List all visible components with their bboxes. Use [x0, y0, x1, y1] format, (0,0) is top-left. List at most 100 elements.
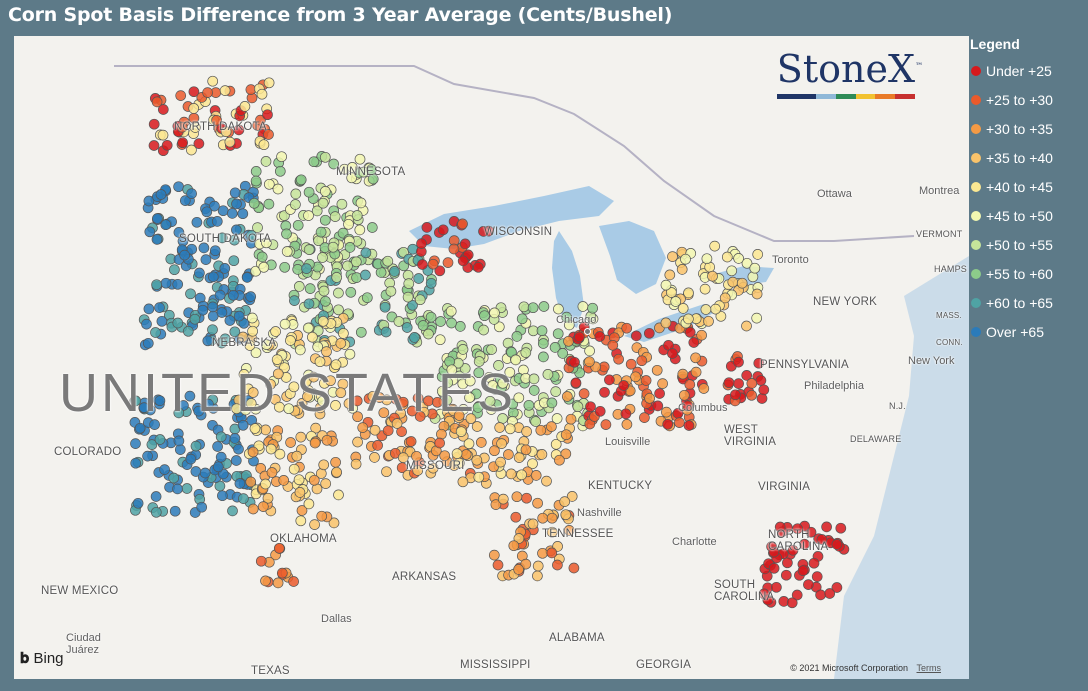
- basis-point[interactable]: [625, 358, 637, 370]
- legend-item[interactable]: +25 to +30: [970, 85, 1088, 114]
- basis-point[interactable]: [459, 238, 471, 250]
- basis-point[interactable]: [216, 337, 228, 349]
- basis-point[interactable]: [471, 454, 483, 466]
- basis-point[interactable]: [488, 549, 500, 561]
- basis-point[interactable]: [513, 533, 525, 544]
- basis-point[interactable]: [245, 476, 257, 488]
- basis-point[interactable]: [520, 558, 532, 570]
- basis-point[interactable]: [270, 326, 281, 337]
- basis-point[interactable]: [417, 320, 429, 331]
- basis-point[interactable]: [510, 354, 522, 366]
- basis-point[interactable]: [530, 416, 542, 427]
- basis-point[interactable]: [260, 575, 271, 587]
- basis-point[interactable]: [464, 392, 475, 403]
- basis-point[interactable]: [584, 345, 595, 357]
- basis-point[interactable]: [207, 75, 219, 87]
- basis-point[interactable]: [212, 441, 223, 452]
- basis-point[interactable]: [229, 187, 241, 199]
- basis-point[interactable]: [787, 544, 799, 556]
- legend-item[interactable]: +55 to +60: [970, 259, 1088, 288]
- basis-point[interactable]: [451, 448, 463, 459]
- basis-point[interactable]: [174, 444, 186, 455]
- basis-point[interactable]: [239, 101, 251, 112]
- basis-point[interactable]: [227, 505, 238, 517]
- basis-point[interactable]: [184, 390, 196, 402]
- basis-point[interactable]: [290, 188, 302, 200]
- basis-point[interactable]: [495, 456, 506, 468]
- basis-point[interactable]: [150, 327, 161, 338]
- basis-point[interactable]: [674, 417, 685, 428]
- basis-point[interactable]: [561, 311, 572, 323]
- basis-point[interactable]: [516, 313, 528, 325]
- basis-point[interactable]: [389, 266, 400, 277]
- basis-point[interactable]: [272, 577, 284, 589]
- basis-point[interactable]: [331, 466, 342, 478]
- basis-point[interactable]: [144, 226, 156, 238]
- basis-point[interactable]: [247, 446, 259, 458]
- basis-point[interactable]: [446, 364, 458, 376]
- basis-point[interactable]: [293, 474, 305, 486]
- basis-point[interactable]: [233, 310, 245, 322]
- basis-point[interactable]: [303, 186, 315, 198]
- basis-point[interactable]: [155, 189, 167, 200]
- legend-item[interactable]: +35 to +40: [970, 143, 1088, 172]
- basis-point[interactable]: [421, 222, 433, 233]
- basis-point[interactable]: [446, 317, 457, 329]
- basis-point[interactable]: [263, 198, 275, 210]
- basis-point[interactable]: [511, 331, 523, 342]
- basis-point[interactable]: [276, 567, 288, 579]
- basis-point[interactable]: [536, 449, 548, 460]
- basis-point[interactable]: [497, 377, 509, 389]
- basis-point[interactable]: [471, 421, 483, 432]
- basis-point[interactable]: [473, 367, 485, 379]
- basis-point[interactable]: [366, 222, 378, 233]
- basis-point[interactable]: [546, 512, 558, 524]
- basis-point[interactable]: [272, 368, 284, 380]
- basis-point[interactable]: [335, 338, 347, 349]
- basis-point[interactable]: [351, 272, 362, 283]
- basis-point[interactable]: [273, 542, 285, 554]
- basis-point[interactable]: [676, 264, 688, 275]
- basis-point[interactable]: [276, 151, 287, 163]
- basis-point[interactable]: [574, 331, 585, 343]
- basis-point[interactable]: [552, 328, 564, 340]
- basis-point[interactable]: [572, 401, 584, 413]
- basis-point[interactable]: [262, 492, 274, 504]
- basis-point[interactable]: [207, 301, 219, 313]
- basis-point[interactable]: [237, 208, 249, 220]
- basis-point[interactable]: [238, 493, 249, 504]
- basis-point[interactable]: [352, 411, 363, 423]
- basis-point[interactable]: [369, 452, 380, 463]
- basis-point[interactable]: [670, 296, 682, 307]
- basis-point[interactable]: [198, 242, 210, 254]
- basis-point[interactable]: [792, 523, 803, 535]
- basis-point[interactable]: [710, 303, 721, 315]
- basis-point[interactable]: [551, 413, 563, 424]
- legend-item[interactable]: +45 to +50: [970, 201, 1088, 230]
- basis-point[interactable]: [217, 490, 228, 502]
- basis-point[interactable]: [308, 156, 320, 168]
- basis-point[interactable]: [311, 205, 323, 217]
- basis-point[interactable]: [808, 557, 820, 569]
- basis-point[interactable]: [396, 426, 407, 437]
- basis-point[interactable]: [274, 165, 286, 177]
- basis-point[interactable]: [489, 307, 500, 319]
- basis-point[interactable]: [229, 433, 241, 444]
- basis-point[interactable]: [317, 197, 329, 209]
- basis-point[interactable]: [696, 329, 707, 341]
- basis-point[interactable]: [690, 352, 701, 364]
- basis-point[interactable]: [520, 444, 532, 456]
- basis-point[interactable]: [411, 450, 422, 462]
- basis-point[interactable]: [683, 420, 695, 431]
- basis-point[interactable]: [640, 375, 652, 386]
- basis-point[interactable]: [209, 245, 221, 257]
- basis-point[interactable]: [664, 269, 676, 281]
- basis-point[interactable]: [294, 344, 306, 356]
- basis-point[interactable]: [141, 318, 152, 330]
- basis-point[interactable]: [188, 86, 200, 98]
- basis-point[interactable]: [360, 247, 372, 259]
- basis-point[interactable]: [172, 317, 184, 329]
- bing-attribution[interactable]: 𝐛 Bing: [20, 650, 64, 667]
- terms-link[interactable]: Terms: [916, 663, 942, 673]
- basis-point[interactable]: [250, 175, 262, 187]
